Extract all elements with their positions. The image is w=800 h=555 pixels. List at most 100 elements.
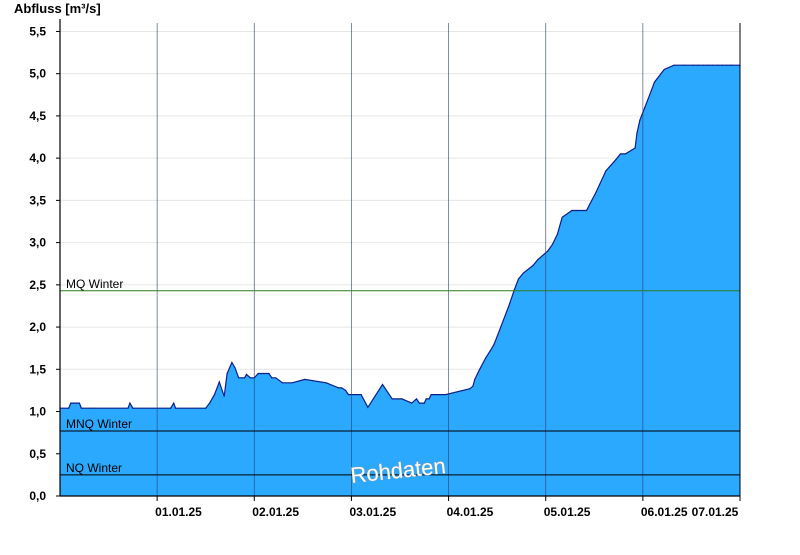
series-point xyxy=(418,402,420,404)
y-tick-label: 5,5 xyxy=(29,24,46,38)
series-point xyxy=(345,389,347,391)
series-point xyxy=(707,64,709,66)
series-point xyxy=(170,407,172,409)
series-point xyxy=(653,81,656,83)
series-point xyxy=(508,305,510,307)
series-point xyxy=(281,382,284,384)
y-tick-label: 1,0 xyxy=(29,405,46,419)
series-point xyxy=(634,147,636,149)
series-point xyxy=(367,406,369,408)
y-axis-title: Abfluss [m³/s] xyxy=(14,1,101,16)
x-tick-label: 07.01.25 xyxy=(692,505,739,519)
y-tick-label: 0,5 xyxy=(29,447,46,461)
series-point xyxy=(80,407,82,409)
series-point xyxy=(472,385,474,387)
series-point xyxy=(537,258,539,261)
y-tick-label: 0,0 xyxy=(29,489,46,503)
series-point xyxy=(595,191,597,193)
series-point xyxy=(92,407,94,409)
series-point xyxy=(532,264,534,266)
series-point xyxy=(401,398,403,400)
series-point xyxy=(561,216,563,218)
series-point xyxy=(697,64,699,66)
series-point xyxy=(624,153,627,155)
series-point xyxy=(436,394,438,396)
series-point xyxy=(469,388,471,390)
series-point xyxy=(683,64,685,66)
series-point xyxy=(304,378,306,380)
series-point xyxy=(474,378,476,380)
series-point xyxy=(271,377,273,379)
series-point xyxy=(721,64,724,66)
series-point xyxy=(445,394,447,396)
series-point xyxy=(673,64,675,66)
series-point xyxy=(576,209,578,212)
series-point xyxy=(725,64,728,66)
series-point xyxy=(257,372,259,375)
series-point xyxy=(663,68,665,71)
series-point xyxy=(223,395,225,397)
series-point xyxy=(430,394,432,396)
series-point xyxy=(571,209,573,212)
series-point xyxy=(218,381,220,383)
series-point xyxy=(347,394,350,396)
series-point xyxy=(213,394,216,396)
series-point xyxy=(551,243,554,245)
series-point xyxy=(702,64,704,66)
series-point xyxy=(411,402,413,404)
series-point xyxy=(484,357,487,359)
x-tick-label: 03.01.25 xyxy=(349,505,396,519)
series-point xyxy=(132,407,134,409)
reference-line-label: NQ Winter xyxy=(66,461,122,475)
series-point xyxy=(234,367,236,369)
x-tick-label: 04.01.25 xyxy=(447,505,494,519)
series-point xyxy=(712,64,714,66)
series-point xyxy=(605,170,607,172)
series-point xyxy=(127,407,129,409)
axis-layer: 0,0 0,5 1,0 1,5 2,0 2,5 3,0 3,5 4,0 4,5 5,0 5,5 01.0… xyxy=(29,19,741,519)
series-area-fill xyxy=(60,65,740,496)
series-point xyxy=(325,382,327,384)
reference-lines-layer: MQ Winter MNQ Winter NQ Winter xyxy=(60,277,740,476)
series-point xyxy=(692,64,695,66)
y-tick-label: 3,0 xyxy=(29,236,46,250)
series-point xyxy=(717,64,719,66)
series-point xyxy=(245,373,248,375)
series-point xyxy=(615,159,617,161)
series-point xyxy=(425,398,427,400)
series-point xyxy=(649,94,651,96)
series-point xyxy=(556,233,559,235)
series-point xyxy=(731,64,733,66)
series-point xyxy=(522,272,525,274)
series-point xyxy=(514,288,516,290)
series-point xyxy=(415,398,418,400)
y-tick-label: 1,5 xyxy=(29,362,46,376)
series-point xyxy=(238,377,240,379)
series-point xyxy=(291,382,293,384)
series-line xyxy=(60,64,740,409)
series-point xyxy=(268,372,270,375)
reference-line-label: MQ Winter xyxy=(66,277,123,291)
series-point xyxy=(493,343,495,345)
series-point xyxy=(205,407,207,409)
series-point xyxy=(498,330,500,332)
y-tick-label: 3,5 xyxy=(29,193,46,207)
y-tick-label: 2,0 xyxy=(29,320,46,334)
series-point xyxy=(231,361,233,364)
y-tick-label: 5,0 xyxy=(29,67,46,81)
series-point xyxy=(391,398,393,400)
series-point xyxy=(729,64,731,66)
series-point xyxy=(338,387,340,389)
series-point xyxy=(381,383,384,386)
x-tick-label: 05.01.25 xyxy=(544,505,591,519)
x-tick-label: 02.01.25 xyxy=(252,505,299,519)
reference-line-label: MNQ Winter xyxy=(66,417,132,431)
series-point xyxy=(489,350,491,352)
series-point xyxy=(639,119,641,121)
series-point xyxy=(129,402,131,404)
y-tick-label: 2,5 xyxy=(29,278,46,292)
series-point xyxy=(249,377,251,379)
x-tick-label: 01.01.25 xyxy=(155,505,202,519)
series-point xyxy=(619,153,622,155)
